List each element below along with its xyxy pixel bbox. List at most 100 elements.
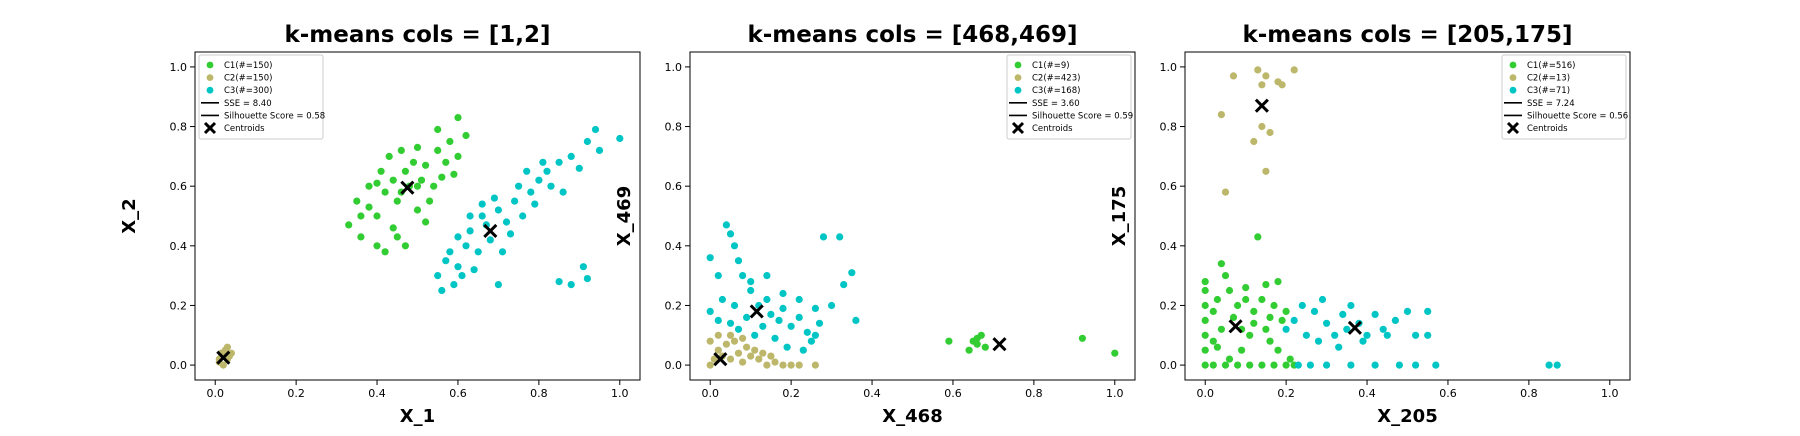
data-point-c1	[462, 131, 470, 140]
data-point-c3	[1424, 331, 1432, 339]
data-point-c1	[434, 125, 442, 134]
data-point-c3	[771, 334, 779, 342]
data-point-c3	[1412, 361, 1420, 369]
x-tick-label: 1.0	[611, 387, 629, 400]
data-point-c3	[1339, 310, 1347, 318]
data-point-c1	[389, 224, 397, 232]
legend: C1(#=9) C2(#=423) C3(#=168) SSE = 3.60 Silho…	[1006, 54, 1133, 140]
data-point-c2	[714, 346, 722, 354]
data-point-c2	[714, 331, 722, 339]
data-point-c2	[751, 346, 759, 354]
data-point-c3	[1282, 325, 1290, 333]
centroid-stroke	[1506, 121, 1520, 135]
data-point-c3	[1371, 310, 1379, 318]
data-point-c2	[767, 352, 775, 360]
data-point-c3	[531, 200, 539, 208]
data-point-c3	[779, 304, 787, 312]
data-point-c3	[575, 164, 583, 172]
data-point-c1	[1217, 325, 1225, 333]
data-point-c1	[454, 114, 462, 122]
data-point-c3	[539, 158, 547, 166]
data-point-c1	[446, 137, 454, 146]
data-point-c3	[555, 278, 563, 286]
data-point-c3	[579, 263, 588, 271]
data-point-c1	[450, 170, 458, 178]
data-point-c3	[470, 266, 478, 274]
data-point-c1	[1213, 343, 1221, 351]
data-point-c3	[1290, 316, 1298, 324]
data-point-c1	[1246, 361, 1254, 369]
data-point-c2	[1229, 72, 1238, 80]
data-point-c3	[775, 316, 783, 324]
data-point-c2	[706, 361, 714, 369]
data-point-c1	[1250, 307, 1258, 315]
centroid-stroke	[713, 352, 728, 367]
data-point-c3	[747, 286, 755, 295]
data-point-c1	[1201, 301, 1209, 310]
data-point-c3	[1359, 337, 1367, 345]
data-point-c2	[1278, 81, 1286, 89]
data-point-c2	[1258, 81, 1266, 89]
centroid-stroke	[1347, 320, 1362, 335]
data-point-c3	[767, 310, 775, 318]
legend: C1(#=150) C2(#=150) C3(#=300) SSE = 8.40 Sil…	[198, 54, 325, 140]
data-point-c2	[223, 343, 231, 351]
legend-entry: C2(#=423)	[1032, 74, 1080, 84]
data-point-c1	[1201, 286, 1209, 295]
y-tick-label: 0.0	[665, 359, 683, 372]
data-point-c1	[1221, 272, 1230, 280]
centroid-stroke	[1011, 121, 1025, 135]
data-point-c3	[519, 212, 527, 220]
centroid-marker	[216, 350, 231, 365]
data-point-c3	[498, 248, 507, 256]
data-point-c3	[595, 146, 604, 154]
data-point-c3	[1545, 361, 1553, 369]
legend-marker	[1509, 86, 1517, 94]
data-point-c1	[373, 179, 381, 187]
data-point-c1	[1286, 355, 1294, 363]
y-tick-label: 0.8	[665, 121, 683, 134]
data-point-c1	[1229, 313, 1238, 321]
centroid-marker	[1347, 320, 1362, 335]
data-point-c3	[1294, 361, 1302, 369]
data-point-c3	[494, 281, 502, 289]
data-point-c3	[1343, 325, 1351, 333]
data-point-c1	[345, 221, 353, 229]
legend-box	[1006, 54, 1132, 140]
centroid-marker	[400, 180, 415, 195]
data-point-c1	[397, 146, 405, 154]
data-point-c3	[1371, 361, 1379, 369]
data-point-c2	[739, 334, 747, 342]
data-point-c1	[393, 197, 401, 205]
axes-frame	[689, 51, 1136, 381]
x-tick-label: 0.8	[1025, 387, 1043, 400]
x-tick-label: 0.0	[206, 387, 224, 400]
data-point-c2	[771, 358, 779, 366]
data-point-c3	[478, 212, 486, 220]
data-point-c3	[616, 134, 624, 143]
data-point-c1	[1274, 278, 1282, 286]
legend-centroid-icon	[1011, 121, 1025, 135]
data-point-c3	[1323, 319, 1331, 327]
x-tick-label: 0.8	[530, 387, 548, 400]
data-point-c3	[799, 346, 807, 354]
data-point-c1	[381, 188, 389, 196]
x-tick-label: 0.0	[701, 387, 719, 400]
data-point-c3	[490, 194, 498, 202]
data-point-c3	[454, 233, 462, 241]
data-point-c3	[718, 295, 727, 304]
x-tick-label: 0.6	[1439, 387, 1457, 400]
data-point-c1	[1250, 319, 1258, 327]
data-point-c3	[730, 242, 739, 250]
data-point-c1	[422, 161, 430, 169]
data-point-c3	[502, 218, 511, 226]
centroid-stroke	[216, 350, 231, 365]
data-point-c3	[547, 182, 555, 190]
data-point-c1	[973, 334, 981, 342]
chart-title: k-means cols = [1,2]	[284, 22, 550, 48]
data-point-c1	[1258, 361, 1266, 369]
data-point-c3	[1363, 331, 1371, 339]
legend-marker	[1509, 74, 1517, 81]
data-point-c1	[973, 340, 981, 348]
data-point-c3	[583, 275, 592, 283]
